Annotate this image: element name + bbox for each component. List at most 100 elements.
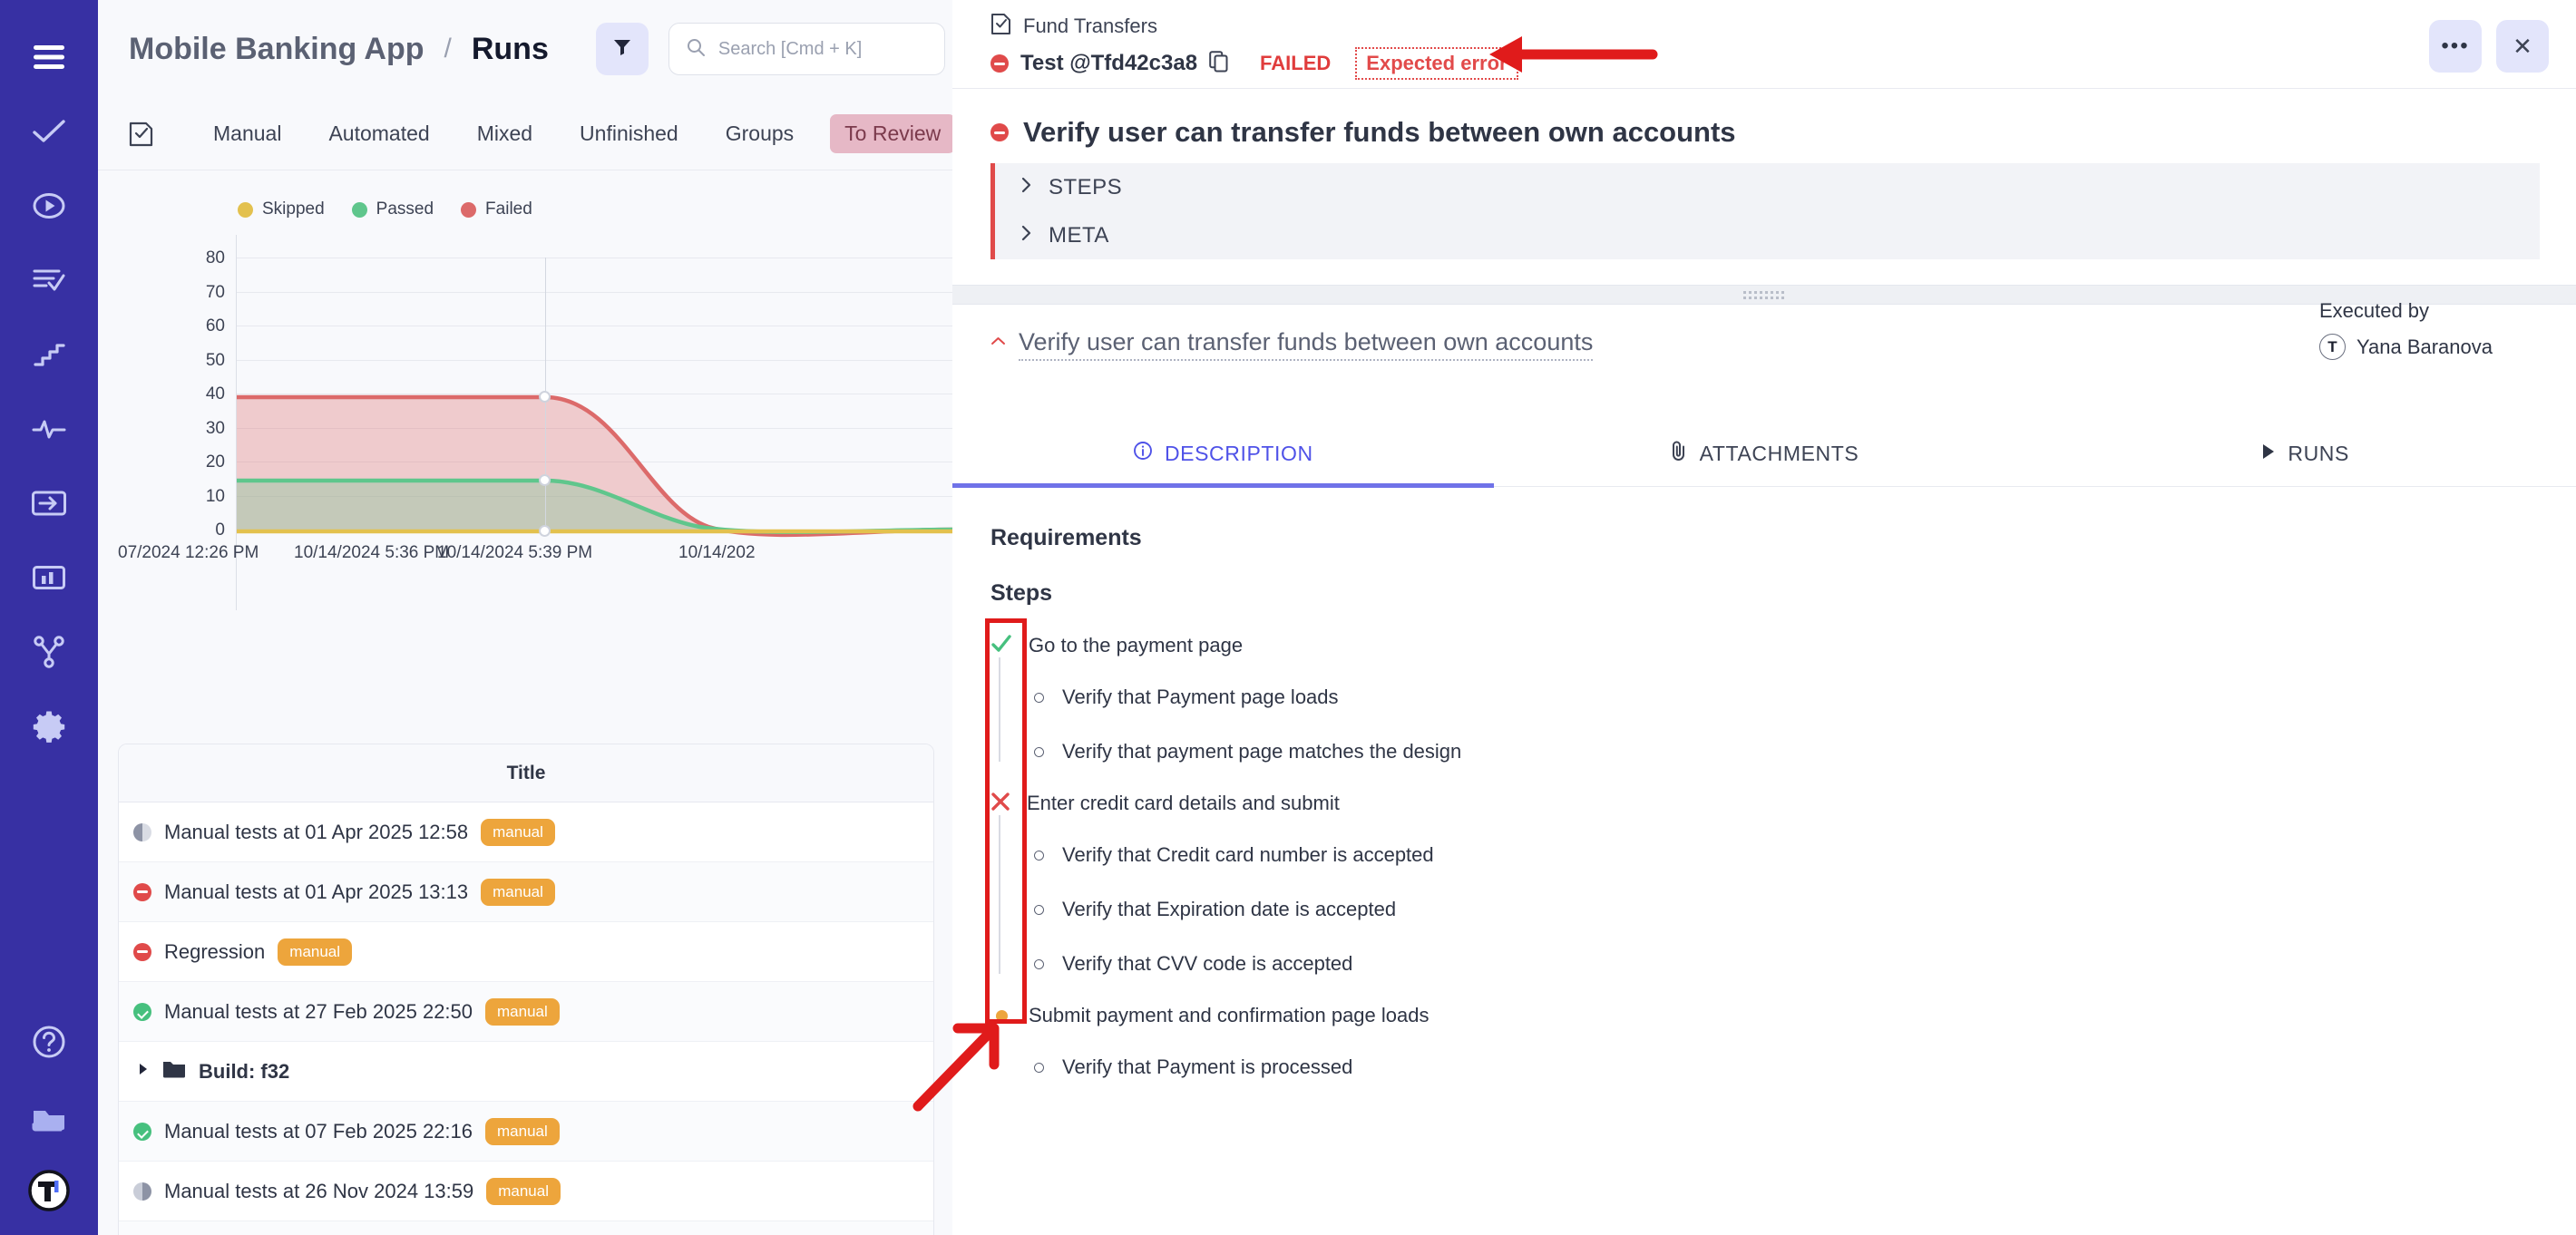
run-tag: manual <box>485 1117 560 1145</box>
chart-ytick-20: 20 <box>205 452 225 472</box>
chart-marker-skipped[interactable] <box>539 525 551 537</box>
paperclip-icon <box>1670 440 1688 467</box>
runs-trend-chart: Skipped Passed Failed <box>98 185 952 711</box>
detail-test-row: Test @Tfd42c3a8 FAILED Expected error <box>952 40 2576 80</box>
status-icon-passed <box>133 1002 151 1021</box>
detail-title: Verify user can transfer funds between o… <box>1023 116 1736 148</box>
sidebar-item-tests[interactable] <box>21 103 77 160</box>
accordion-steps-label: STEPS <box>1049 174 1123 199</box>
executed-by-user[interactable]: T Yana Baranova <box>2318 334 2493 360</box>
status-icon-failed <box>133 882 151 901</box>
app-logo-icon[interactable] <box>21 1162 77 1219</box>
substep-row[interactable]: Verify that Expiration date is accepted <box>990 882 2576 937</box>
legend-label-failed: Failed <box>485 199 532 219</box>
table-header-row: Title <box>119 744 933 802</box>
status-badge: FAILED <box>1260 52 1332 74</box>
sidebar-item-reports[interactable] <box>21 549 77 606</box>
run-title: Manual tests at 01 Apr 2025 13:13 <box>164 880 469 903</box>
substep-label: Verify that Expiration date is accepted <box>1062 898 1397 920</box>
table-row[interactable]: Manual tests at 26 Nov 2024 13:28 manual <box>119 1221 933 1235</box>
chart-marker-passed[interactable] <box>539 474 551 486</box>
chevron-right-icon[interactable] <box>137 1062 150 1081</box>
breadcrumb-separator: / <box>444 34 452 63</box>
table-row[interactable]: Manual tests at 01 Apr 2025 13:13 manual <box>119 862 933 922</box>
substep-row[interactable]: Verify that Payment page loads <box>990 670 2576 724</box>
sidebar-item-runs[interactable] <box>21 178 77 234</box>
sidebar-item-settings[interactable] <box>21 698 77 754</box>
hamburger-icon[interactable] <box>21 29 77 85</box>
search-icon <box>686 37 706 62</box>
tab-attachments[interactable]: ATTACHMENTS <box>1494 421 2035 486</box>
accordion-steps[interactable]: STEPS <box>995 163 2540 211</box>
filter-button[interactable] <box>595 23 649 75</box>
sidebar-item-integrations[interactable] <box>21 624 77 680</box>
chart-legend: Skipped Passed Failed <box>98 185 952 219</box>
chart-marker-failed[interactable] <box>539 391 551 403</box>
panel-splitter[interactable] <box>952 285 2576 305</box>
legend-item-passed[interactable]: Passed <box>351 199 434 219</box>
expected-error-badge[interactable]: Expected error <box>1355 47 1518 80</box>
accordion-meta-label: META <box>1049 222 1109 248</box>
tab-manual[interactable]: Manual <box>213 122 282 145</box>
copy-icon[interactable] <box>1209 50 1228 77</box>
table-row[interactable]: Regression manual <box>119 922 933 982</box>
tab-automated[interactable]: Automated <box>328 122 430 145</box>
sidebar-item-activity[interactable] <box>21 401 77 457</box>
step-row[interactable]: Enter credit card details and submit <box>990 779 2576 828</box>
close-panel-button[interactable]: ✕ <box>2496 20 2549 73</box>
search-input[interactable] <box>717 38 928 60</box>
substep-row[interactable]: Verify that payment page matches the des… <box>990 724 2576 779</box>
sidebar-item-import[interactable] <box>21 475 77 531</box>
step-row[interactable]: Go to the payment page <box>990 621 2576 670</box>
more-options-button[interactable]: ••• <box>2429 20 2482 73</box>
table-row[interactable]: Manual tests at 27 Feb 2025 22:50 manual <box>119 982 933 1042</box>
substep-row[interactable]: Verify that CVV code is accepted <box>990 937 2576 991</box>
folder-icon[interactable] <box>21 1088 77 1144</box>
steps-list: Go to the payment page Verify that Payme… <box>952 621 2576 1094</box>
chart-ytick-80: 80 <box>205 248 225 267</box>
tab-runs[interactable]: RUNS <box>2034 421 2576 486</box>
legend-item-failed[interactable]: Failed <box>461 199 532 219</box>
detail-header-actions: ••• ✕ <box>2429 20 2549 73</box>
substep-row[interactable]: Verify that Credit card number is accept… <box>990 828 2576 882</box>
substep-label: Verify that Payment is processed <box>1062 1055 1353 1078</box>
runs-table: Title Manual tests at 01 Apr 2025 12:58 … <box>118 744 934 1235</box>
filter-icon <box>612 37 632 62</box>
substep-label: Verify that Credit card number is accept… <box>1062 843 1434 866</box>
breadcrumb-bar: Mobile Banking App / Runs X <box>98 0 952 98</box>
tab-description[interactable]: DESCRIPTION <box>952 421 1494 488</box>
search-input-wrapper[interactable] <box>668 23 945 75</box>
detail-subtitle-link[interactable]: Verify user can transfer funds between o… <box>1019 328 1594 361</box>
checklist-icon[interactable] <box>129 121 153 147</box>
ellipsis-icon: ••• <box>2441 33 2470 58</box>
detail-accordion: STEPS META <box>990 163 2540 259</box>
table-row-folder[interactable]: Build: f32 <box>119 1042 933 1102</box>
sidebar-item-plans[interactable] <box>21 252 77 308</box>
breadcrumb-project[interactable]: Mobile Banking App <box>129 31 424 66</box>
detail-suite-row[interactable]: Fund Transfers <box>952 0 2576 40</box>
run-title: Build: f32 <box>199 1059 290 1083</box>
chart-ytick-0: 0 <box>215 520 225 540</box>
table-row[interactable]: Manual tests at 07 Feb 2025 22:16 manual <box>119 1102 933 1162</box>
run-title: Manual tests at 26 Nov 2024 13:59 <box>164 1179 474 1202</box>
bullet-icon <box>1034 904 1044 915</box>
substep-row[interactable]: Verify that Payment is processed <box>990 1040 2576 1094</box>
legend-item-skipped[interactable]: Skipped <box>238 199 325 219</box>
detail-subtitle-row: Verify user can transfer funds between o… <box>952 305 2576 361</box>
help-circle-icon[interactable] <box>21 1014 77 1070</box>
tab-mixed[interactable]: Mixed <box>476 122 533 145</box>
table-row[interactable]: Manual tests at 26 Nov 2024 13:59 manual <box>119 1162 933 1221</box>
chevron-right-icon <box>1020 224 1032 247</box>
tab-groups[interactable]: Groups <box>725 122 795 145</box>
step-row[interactable]: Submit payment and confirmation page loa… <box>990 991 2576 1040</box>
column-header-title[interactable]: Title <box>506 762 546 783</box>
table-row[interactable]: Manual tests at 01 Apr 2025 12:58 manual <box>119 802 933 862</box>
substep-label: Verify that payment page matches the des… <box>1062 740 1462 763</box>
sidebar-item-milestones[interactable] <box>21 326 77 383</box>
run-tag: manual <box>485 997 560 1026</box>
tab-unfinished[interactable]: Unfinished <box>580 122 678 145</box>
chevron-up-icon[interactable] <box>990 328 1006 354</box>
accordion-meta[interactable]: META <box>995 211 2540 259</box>
suite-icon <box>990 13 1011 40</box>
tab-to-review-badge[interactable]: To Review <box>830 114 952 153</box>
